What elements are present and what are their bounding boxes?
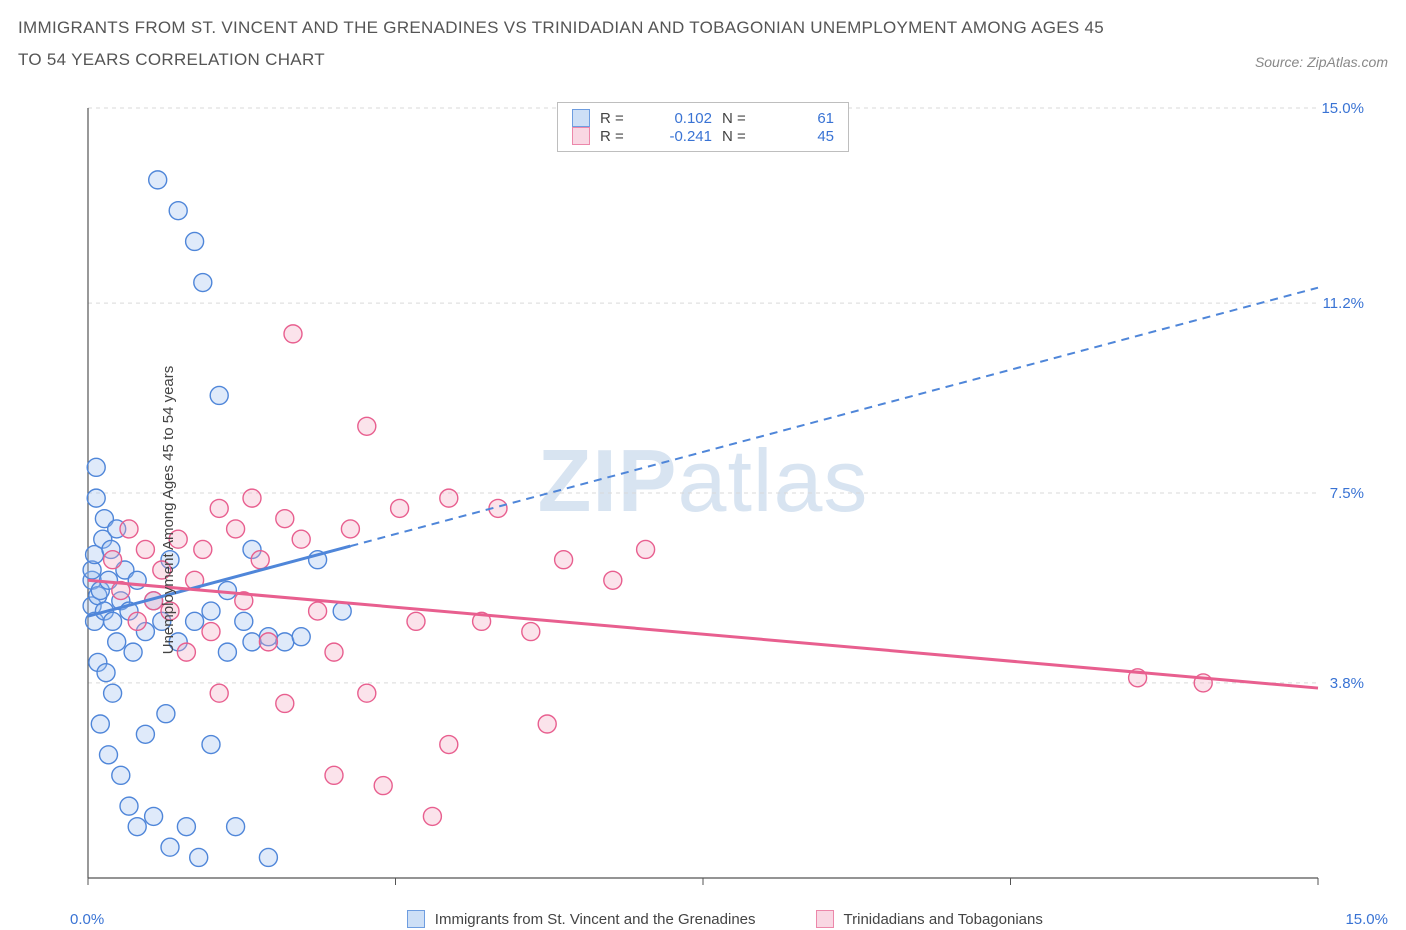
y-axis-label: Unemployment Among Ages 45 to 54 years: [160, 366, 177, 655]
source-label: Source: ZipAtlas.com: [1255, 54, 1388, 70]
svg-text:11.2%: 11.2%: [1323, 295, 1364, 312]
legend-swatch-series-2: [572, 127, 590, 145]
scatter-chart-svg: 3.8% 7.5% 11.2% 15.0%: [18, 100, 1388, 892]
n-value-series-1: 61: [766, 110, 834, 127]
legend-swatch-1: [407, 910, 425, 928]
legend-item-series-2: Trinidadians and Tobagonians: [816, 910, 1043, 928]
svg-text:15.0%: 15.0%: [1321, 100, 1364, 117]
legend-swatch-2: [816, 910, 834, 928]
chart-title: IMMIGRANTS FROM ST. VINCENT AND THE GREN…: [18, 12, 1118, 77]
n-value-series-2: 45: [766, 128, 834, 145]
r-value-series-1: 0.102: [644, 110, 712, 127]
legend-swatch-series-1: [572, 109, 590, 127]
correlation-legend: R = 0.102 N = 61 R = -0.241 N = 45: [557, 102, 849, 152]
x-axis-max-label: 15.0%: [1345, 911, 1388, 928]
legend-item-series-1: Immigrants from St. Vincent and the Gren…: [407, 910, 756, 928]
chart-area: Unemployment Among Ages 45 to 54 years 3…: [18, 100, 1388, 920]
bottom-legend: 0.0% Immigrants from St. Vincent and the…: [70, 910, 1388, 928]
svg-text:7.5%: 7.5%: [1330, 485, 1364, 502]
r-value-series-2: -0.241: [644, 128, 712, 145]
x-axis-min-label: 0.0%: [70, 911, 104, 928]
svg-text:3.8%: 3.8%: [1330, 675, 1364, 692]
